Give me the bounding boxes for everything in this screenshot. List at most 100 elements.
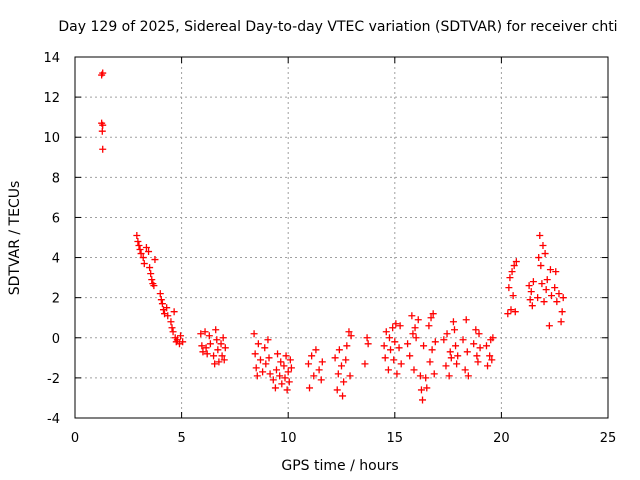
data-point — [285, 378, 293, 386]
x-axis-tick-labels: 0 5 10 15 20 25 — [71, 431, 616, 446]
data-point — [340, 378, 348, 386]
data-point — [387, 346, 395, 354]
data-point — [463, 348, 471, 356]
data-point — [508, 268, 516, 276]
x-axis-label: GPS time / hours — [281, 458, 398, 474]
x-tick-label: 5 — [177, 431, 185, 446]
data-point — [151, 256, 159, 264]
data-point — [179, 338, 187, 346]
data-point — [198, 342, 206, 350]
y-tick-label: 8 — [52, 171, 60, 186]
y-tick-label: 4 — [52, 252, 60, 267]
data-point — [277, 358, 285, 366]
data-point — [306, 384, 314, 392]
data-point — [338, 362, 345, 370]
data-point — [206, 340, 214, 348]
data-point — [150, 282, 158, 290]
data-point — [197, 330, 205, 338]
data-point — [454, 352, 462, 360]
data-point — [169, 328, 177, 336]
data-point — [537, 262, 545, 270]
data-point — [282, 352, 290, 360]
data-point — [276, 372, 284, 380]
data-point — [167, 318, 175, 326]
data-point — [510, 262, 518, 270]
data-point — [461, 366, 469, 374]
data-point — [219, 334, 227, 342]
data-point — [133, 231, 141, 239]
data-point — [140, 260, 148, 268]
x-tick-label: 20 — [493, 431, 510, 446]
data-point — [221, 344, 229, 352]
data-point — [343, 342, 351, 350]
data-point — [538, 280, 546, 288]
data-point — [280, 362, 288, 370]
data-point — [251, 350, 259, 358]
data-point — [177, 332, 185, 340]
data-point — [559, 294, 567, 302]
data-point — [395, 344, 403, 352]
data-point — [202, 344, 210, 352]
data-point — [390, 356, 398, 364]
data-point — [286, 356, 294, 364]
y-tick-label: -4 — [47, 412, 60, 427]
data-point — [136, 246, 144, 254]
y-tick-label: -2 — [47, 372, 60, 387]
x-tick-label: 15 — [387, 431, 404, 446]
chart-title: Day 129 of 2025, Sidereal Day-to-day VTE… — [58, 19, 617, 35]
data-point — [281, 374, 289, 382]
x-tick-label: 0 — [71, 431, 79, 446]
data-point — [507, 306, 515, 314]
data-point — [274, 350, 282, 358]
data-point — [147, 270, 155, 278]
data-point — [393, 370, 401, 378]
data-point — [411, 324, 419, 332]
y-axis-tick-labels: -4 -2 0 2 4 6 8 10 12 14 — [43, 51, 60, 427]
y-tick-label: 0 — [52, 332, 60, 347]
data-point — [459, 336, 467, 344]
data-point — [333, 386, 341, 394]
data-point — [266, 370, 274, 378]
data-point — [486, 352, 494, 360]
data-point — [364, 340, 372, 348]
x-tick-label: 25 — [600, 431, 617, 446]
data-point — [312, 346, 320, 354]
data-point — [488, 356, 496, 364]
data-point — [473, 352, 481, 360]
data-point — [250, 330, 258, 338]
data-point — [269, 376, 277, 384]
data-point — [450, 326, 458, 334]
data-point — [256, 356, 264, 364]
data-point — [98, 127, 106, 135]
data-point — [137, 250, 145, 258]
data-point — [335, 346, 343, 354]
data-point — [99, 145, 107, 153]
data-point — [553, 298, 561, 306]
data-point — [168, 324, 176, 332]
data-point — [345, 328, 353, 336]
data-point — [259, 368, 267, 376]
data-point — [427, 314, 435, 322]
data-point — [504, 310, 512, 318]
data-point — [414, 316, 422, 324]
data-point — [474, 358, 482, 366]
grid-lines — [75, 57, 608, 418]
y-axis-label: SDTVAR / TECUs — [7, 181, 23, 296]
y-tick-label: 10 — [43, 131, 60, 146]
data-point — [253, 372, 261, 380]
data-point — [453, 360, 461, 368]
data-point — [419, 396, 427, 404]
data-point — [156, 290, 164, 298]
y-tick-label: 6 — [52, 211, 60, 226]
data-point — [287, 364, 295, 372]
data-point — [555, 290, 563, 298]
plot-frame — [74, 56, 609, 419]
y-tick-label: 12 — [43, 91, 60, 106]
data-point — [470, 340, 478, 348]
data-point — [134, 238, 142, 246]
data-point — [528, 302, 536, 310]
data-point — [272, 366, 280, 374]
data-point — [339, 392, 347, 400]
data-point — [511, 308, 519, 316]
